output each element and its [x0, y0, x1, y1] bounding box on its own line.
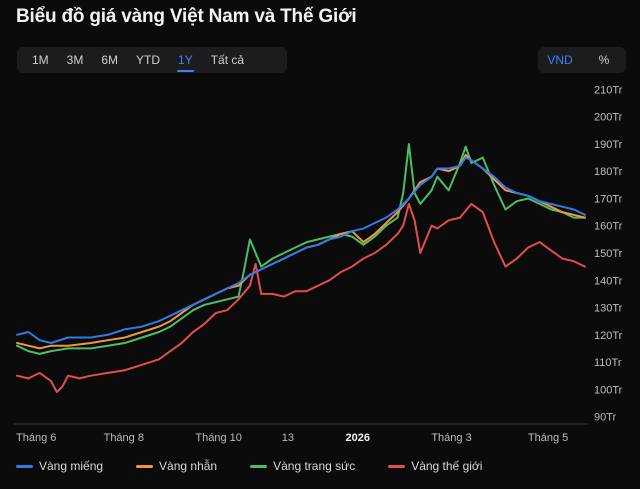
series-line-vàng-nhẫn[interactable] [16, 153, 586, 350]
legend-swatch [16, 464, 33, 468]
y-tick-label: 100Tr [594, 384, 623, 396]
time-range-tabs: 1M 3M 6M YTD 1Y Tất cả [17, 47, 287, 73]
y-tick-label: 120Tr [594, 330, 623, 342]
x-tick-label: Tháng 6 [16, 432, 56, 444]
y-tick-label: 160Tr [594, 221, 623, 233]
legend-swatch [388, 464, 406, 468]
tab-range-1y[interactable]: 1Y [169, 47, 202, 73]
legend-item[interactable]: Vàng trang sức [250, 459, 355, 473]
legend-label: Vàng nhẫn [159, 459, 218, 473]
tab-range-1m[interactable]: 1M [32, 53, 49, 67]
y-tick-label: 110Tr [594, 357, 622, 369]
series-line-vàng-thế-giới[interactable] [16, 202, 586, 393]
x-tick-label: 2026 [346, 432, 370, 444]
legend-item[interactable]: Vàng miếng [16, 459, 103, 473]
x-tick-label: 13 [282, 432, 294, 444]
x-tick-label: Tháng 5 [528, 432, 568, 444]
legend-item[interactable]: Vàng thế giới [388, 459, 482, 473]
y-tick-label: 90Tr [594, 412, 617, 424]
x-tick-label: Tháng 8 [104, 432, 144, 444]
tab-unit-vnd[interactable]: VND [547, 53, 573, 67]
x-tick-label: Tháng 10 [195, 432, 241, 444]
series-line-vàng-miếng[interactable] [16, 156, 586, 344]
y-tick-label: 200Tr [594, 112, 623, 124]
legend-swatch [136, 464, 154, 468]
tab-unit-percent[interactable]: % [598, 53, 610, 67]
x-tick-label: Tháng 3 [431, 432, 471, 444]
tab-range-6m[interactable]: 6M [101, 53, 119, 67]
y-tick-label: 140Tr [594, 275, 623, 287]
y-tick-label: 130Tr [594, 303, 623, 315]
legend-label: Vàng trang sức [273, 459, 356, 473]
y-tick-label: 170Tr [594, 193, 623, 205]
y-tick-label: 210Tr [594, 84, 623, 96]
page-title: Biểu đồ giá vàng Việt Nam và Thế Giới [16, 6, 357, 27]
y-tick-label: 180Tr [594, 166, 623, 178]
legend-label: Vàng thế giới [411, 459, 483, 473]
legend-item[interactable]: Vàng nhẫn [136, 459, 217, 473]
y-tick-label: 190Tr [594, 139, 623, 151]
tab-range-tất-cả[interactable]: Tất cả [210, 53, 245, 67]
chart-legend: Vàng miếng Vàng nhẫn Vàng trang sức Vàng th… [16, 459, 515, 473]
legend-label: Vàng miếng [39, 459, 104, 473]
unit-toggle: VND% [538, 47, 626, 73]
legend-swatch [250, 464, 268, 468]
tab-range-3m[interactable]: 3M [66, 53, 84, 67]
tab-range-ytd[interactable]: YTD [136, 53, 161, 67]
series-line-vàng-trang-sức[interactable] [16, 143, 586, 355]
y-tick-label: 150Tr [594, 248, 623, 260]
